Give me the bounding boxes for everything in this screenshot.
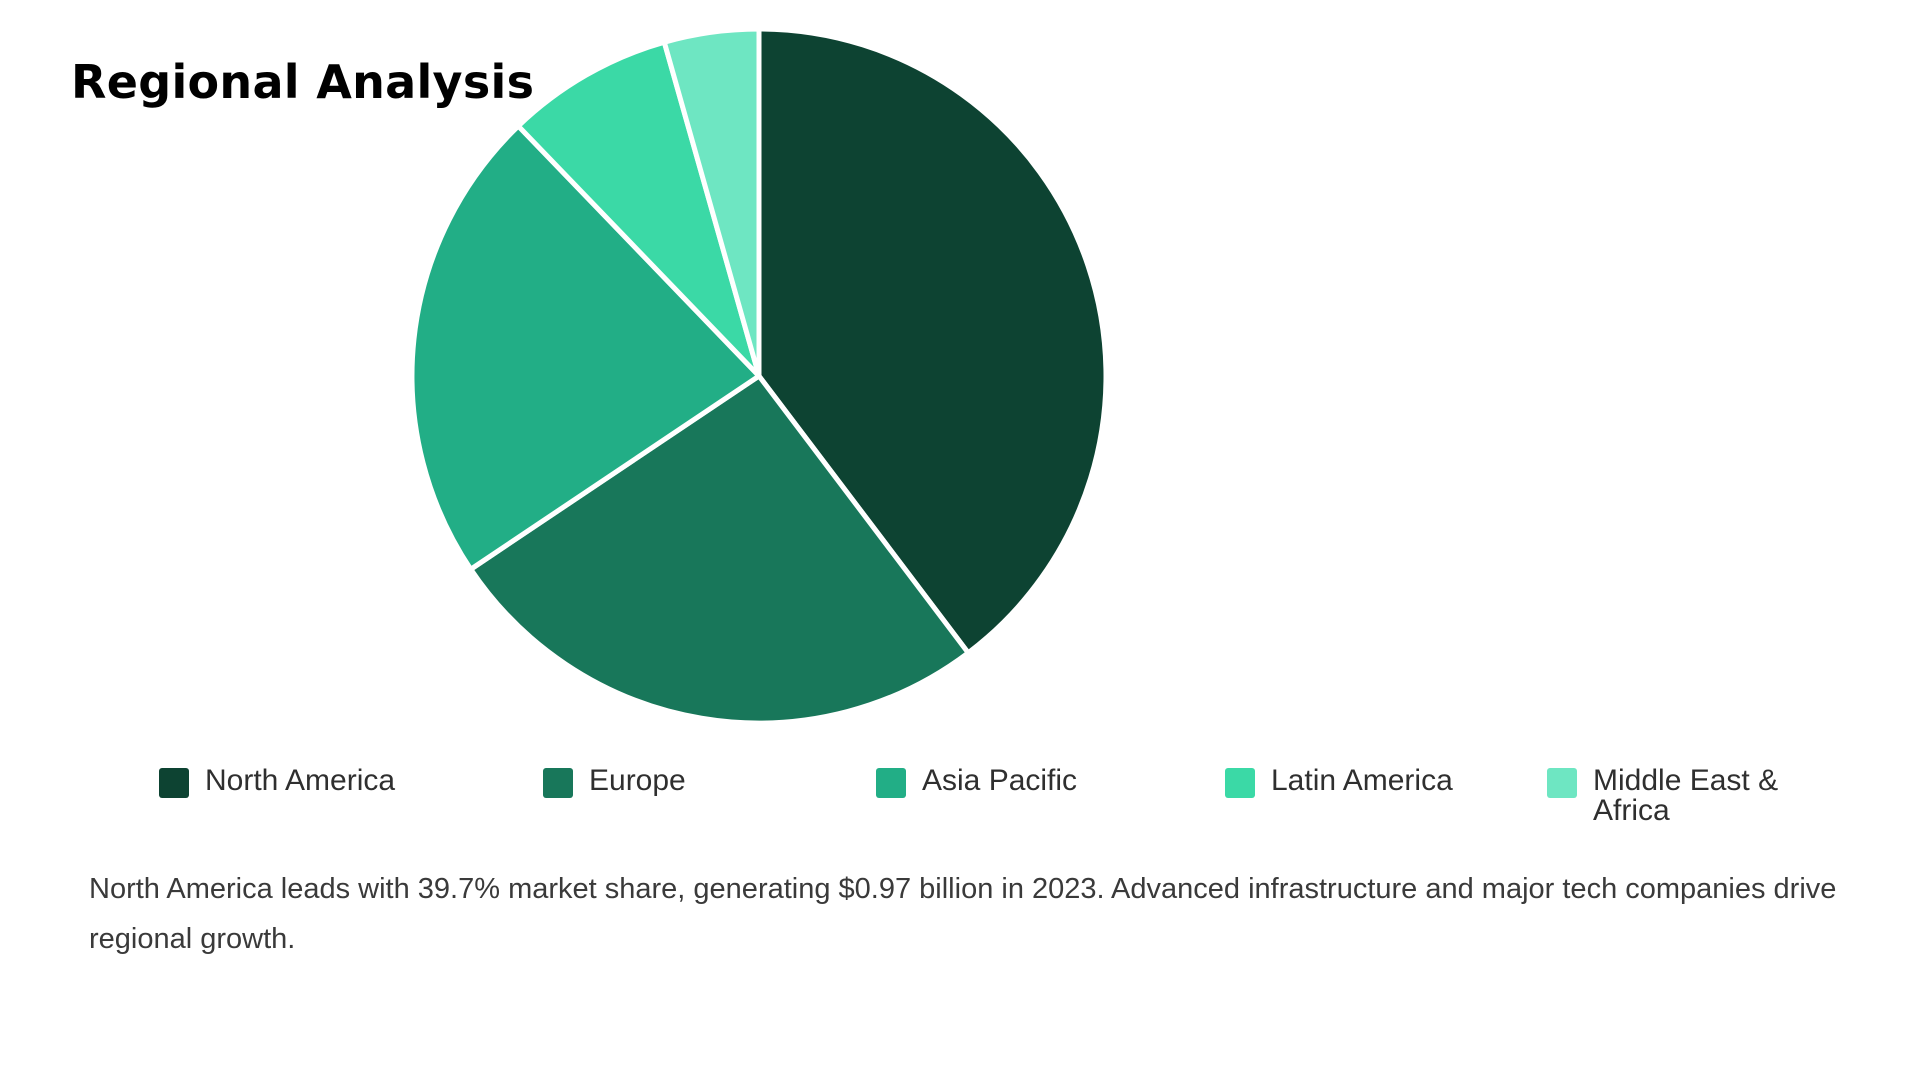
page-title: Regional Analysis xyxy=(71,55,535,109)
legend-item-latin-america: Latin America xyxy=(1225,766,1453,798)
legend-label-north-america: North America xyxy=(205,764,396,797)
legend: North America Europe Asia Pacific Latin … xyxy=(0,766,1920,836)
caption: North America leads with 39.7% market sh… xyxy=(89,873,1837,955)
legend-label-europe: Europe xyxy=(589,764,686,797)
legend-label-latin-america: Latin America xyxy=(1271,764,1453,797)
pie-slice-asia-pacific xyxy=(409,123,762,572)
pie-slice-middle-east-africa xyxy=(661,26,762,379)
legend-item-asia-pacific: Asia Pacific xyxy=(876,766,1077,798)
legend-item-middle-east-africa: Middle East & Africa xyxy=(1547,766,1813,826)
pie-slice-latin-america xyxy=(515,39,762,379)
legend-swatch-asia-pacific xyxy=(876,768,906,798)
legend-swatch-europe xyxy=(543,768,573,798)
legend-item-europe: Europe xyxy=(543,766,686,798)
pie-chart xyxy=(409,26,1109,726)
pie-slices xyxy=(409,26,1109,726)
legend-swatch-latin-america xyxy=(1225,768,1255,798)
pie-slice-north-america xyxy=(756,26,1109,656)
legend-label-asia-pacific: Asia Pacific xyxy=(922,764,1078,797)
legend-swatch-middle-east-africa xyxy=(1547,768,1577,798)
legend-item-north-america: North America xyxy=(159,766,395,798)
legend-label-middle-east-africa: Middle East & Africa xyxy=(1593,764,1779,827)
legend-swatch-north-america xyxy=(159,768,189,798)
pie-slice-europe xyxy=(468,373,971,726)
